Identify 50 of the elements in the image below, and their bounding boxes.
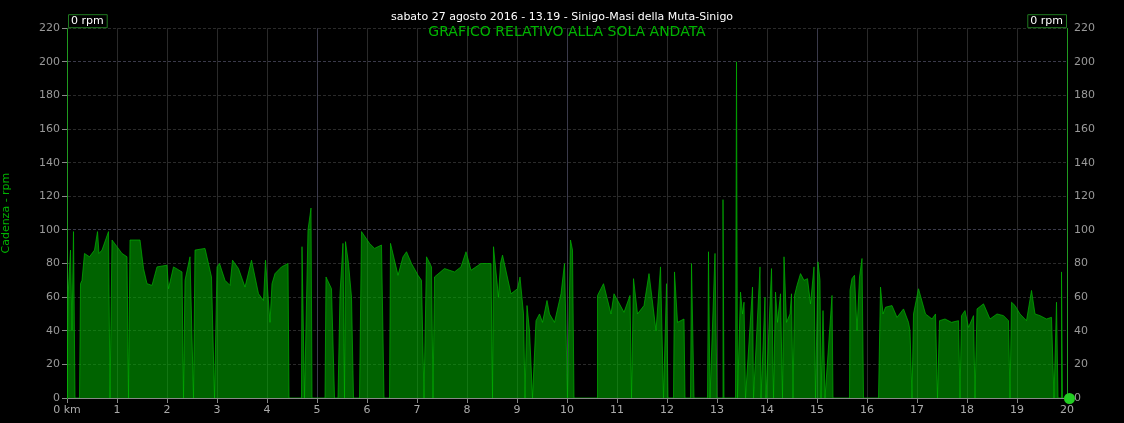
y2-tick-label: 80 <box>1074 256 1088 270</box>
y2-tick-label: 100 <box>1074 222 1095 236</box>
x-tick-label: 0 km <box>53 403 81 417</box>
chart-subtitle: GRAFICO RELATIVO ALLA SOLA ANDATA <box>428 22 707 39</box>
y2-tick-label: 180 <box>1074 88 1095 102</box>
x-tick-label: 5 <box>313 403 321 417</box>
x-tick-label: 20 <box>1060 403 1074 417</box>
text: 0 rpm <box>71 14 104 28</box>
y-tick-label: 100 <box>39 222 60 236</box>
x-tick-label: 4 <box>263 403 271 417</box>
text: 0 rpm <box>1030 14 1063 28</box>
y-tick-label: 0 <box>53 390 60 404</box>
y-axis-title: Cadenza - rpm <box>0 172 13 254</box>
y2-tick-label: 40 <box>1074 323 1088 337</box>
x-tick-label: 14 <box>760 403 774 417</box>
x-tick-label: 11 <box>610 403 624 417</box>
y-tick-label: 40 <box>46 323 60 337</box>
y2-tick-label: 60 <box>1074 290 1088 303</box>
x-tick-label: 1 <box>113 403 121 417</box>
y-tick-label: 120 <box>39 189 60 203</box>
y2-tick-label: 120 <box>1074 189 1095 203</box>
y2-tick-label: 220 <box>1074 21 1095 35</box>
x-tick-label: 15 <box>810 403 824 417</box>
x-tick-label: 8 <box>463 403 471 417</box>
y-tick-label: 220 <box>39 21 60 35</box>
x-tick-label: 12 <box>660 403 674 417</box>
y2-tick-label: 0 <box>1074 390 1081 404</box>
y-tick-label: 80 <box>46 256 60 270</box>
y2-tick-label: 160 <box>1074 121 1095 135</box>
chart-title: sabato 27 agosto 2016 - 13.19 - Sinigo-Masi della Muta-Sinigo <box>390 10 734 24</box>
y-tick-label: 180 <box>39 88 60 102</box>
y-tick-label: 20 <box>46 357 60 371</box>
y2-tick-label: 200 <box>1074 54 1095 68</box>
y-tick-label: 160 <box>39 121 60 135</box>
x-tick-label: 9 <box>513 403 521 417</box>
x-tick-label: 10 <box>560 403 574 417</box>
x-tick-label: 7 <box>413 403 421 417</box>
x-tick-label: 19 <box>1010 403 1024 417</box>
y-tick-label: 60 <box>46 290 60 303</box>
y-tick-label: 200 <box>39 54 60 68</box>
x-tick-label: 3 <box>213 403 221 417</box>
y2-tick-label: 140 <box>1074 155 1095 169</box>
y-tick-label: 140 <box>39 155 60 169</box>
x-tick-label: 2 <box>163 403 171 417</box>
x-tick-label: 16 <box>860 403 874 417</box>
y2-tick-label: 20 <box>1074 357 1088 371</box>
x-tick-label: 17 <box>910 403 924 417</box>
x-tick-label: 18 <box>960 403 974 417</box>
x-tick-label: 6 <box>363 403 371 417</box>
x-tick-label: 13 <box>710 403 724 417</box>
